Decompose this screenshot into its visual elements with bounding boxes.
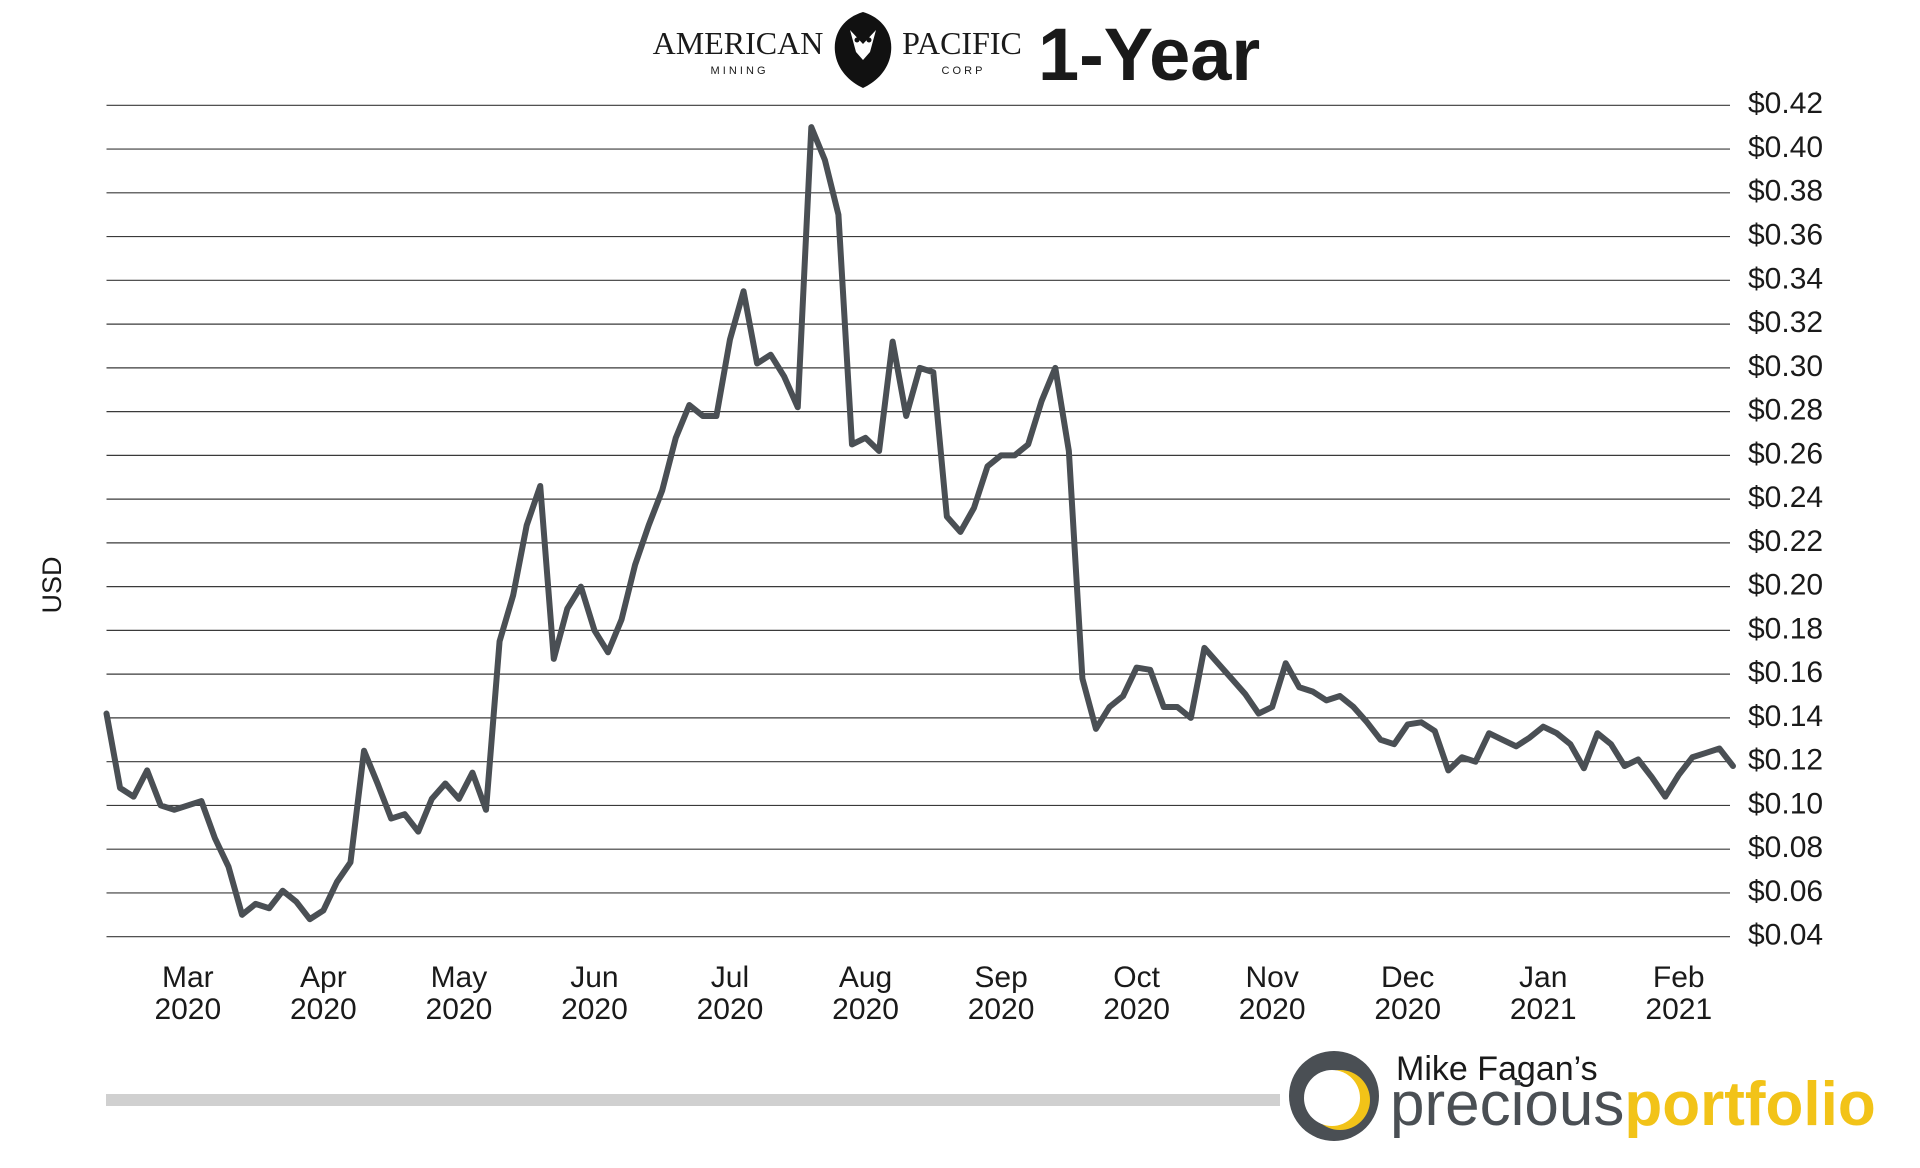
y-tick-label: $0.38 [1748, 175, 1823, 208]
y-tick-label: $0.16 [1748, 656, 1823, 689]
footer: Mike Fagan’s preciousportfolio [106, 1050, 1876, 1141]
x-tick-label-line: May [431, 961, 488, 994]
logo-name-left: AMERICAN [653, 25, 824, 61]
y-tick-label: $0.20 [1748, 569, 1823, 602]
x-tick-label-line: 2020 [1239, 993, 1306, 1026]
x-tick-label-line: Nov [1245, 961, 1298, 994]
x-tick-label-line: Jun [570, 961, 618, 994]
footer-byline: Mike Fagan’s [1396, 1050, 1598, 1088]
y-tick-label: $0.12 [1748, 744, 1823, 777]
x-tick-label: Jan 2021 [1510, 961, 1577, 1026]
x-tick-label: Jul 2020 [697, 961, 764, 1026]
y-tick-label: $0.40 [1748, 131, 1823, 164]
y-tick-label: $0.04 [1748, 919, 1823, 952]
x-tick-label-line: 2020 [290, 993, 357, 1026]
logo-name-right: PACIFIC [902, 25, 1022, 61]
y-tick-label: $0.14 [1748, 700, 1823, 733]
y-tick-label: $0.32 [1748, 306, 1823, 339]
y-tick-label: $0.10 [1748, 787, 1823, 820]
x-tick-label: Dec 2020 [1374, 961, 1441, 1026]
y-tick-label: $0.24 [1748, 481, 1823, 514]
x-tick-label-line: 2020 [154, 993, 221, 1026]
x-tick-label: May 2020 [426, 961, 493, 1026]
logo-sub-left: M I N I N G [711, 65, 766, 77]
x-tick-label: Oct 2020 [1103, 961, 1170, 1026]
y-tick-label: $0.30 [1748, 350, 1823, 383]
y-tick-label: $0.18 [1748, 612, 1823, 645]
footer-brand: preciousportfolio [1390, 1070, 1876, 1139]
x-tick-label: Feb 2021 [1645, 961, 1712, 1026]
x-tick-label-line: 2020 [561, 993, 628, 1026]
x-tick-label-line: Jan [1519, 961, 1567, 994]
eagle-icon [834, 12, 892, 88]
y-tick-label: $0.36 [1748, 218, 1823, 251]
x-tick-label-line: Dec [1381, 961, 1434, 994]
x-tick-label-line: Sep [974, 961, 1027, 994]
logo-sub-right: C O R P [942, 65, 983, 77]
y-axis-label: USD [37, 556, 67, 613]
x-tick-label-line: Apr [300, 961, 347, 994]
footer-bar [106, 1094, 1280, 1106]
x-tick-label: Mar 2020 [154, 961, 221, 1026]
x-tick-label-line: Feb [1653, 961, 1705, 994]
price-line [103, 124, 1736, 923]
x-tick-label-line: 2020 [832, 993, 899, 1026]
y-tick-label: $0.26 [1748, 437, 1823, 470]
x-tick-label-line: 2020 [968, 993, 1035, 1026]
y-tick-label: $0.34 [1748, 262, 1823, 295]
brand-precious: precious [1390, 1070, 1624, 1139]
x-tick-label-line: 2020 [697, 993, 764, 1026]
x-tick-label-line: Jul [711, 961, 749, 994]
x-tick-label: Nov 2020 [1239, 961, 1306, 1026]
chart-title: 1-Year [1038, 13, 1260, 96]
company-logo: AMERICAN PACIFIC M I N I N G C O R P 1-Y… [653, 12, 1260, 96]
brand-portfolio: portfolio [1624, 1070, 1875, 1139]
x-tick-label-line: Mar [162, 961, 214, 994]
x-tick-label: Jun 2020 [561, 961, 628, 1026]
x-tick-label-line: 2020 [426, 993, 493, 1026]
x-tick-label: Aug 2020 [832, 961, 899, 1026]
y-tick-label: $0.42 [1748, 87, 1823, 120]
x-tick-label-line: 2020 [1103, 993, 1170, 1026]
x-tick-label-line: Oct [1113, 961, 1160, 994]
y-tick-label: $0.06 [1748, 875, 1823, 908]
x-tick-label: Apr 2020 [290, 961, 357, 1026]
x-tick-label-line: 2021 [1645, 993, 1712, 1026]
x-tick-label: Sep 2020 [968, 961, 1035, 1026]
x-tick-label-line: 2021 [1510, 993, 1577, 1026]
x-tick-label-line: Aug [839, 961, 892, 994]
x-tick-label-line: 2020 [1374, 993, 1441, 1026]
y-tick-label: $0.08 [1748, 831, 1823, 864]
brand-icon [1289, 1051, 1379, 1141]
y-tick-label: $0.22 [1748, 525, 1823, 558]
y-tick-label: $0.28 [1748, 394, 1823, 427]
